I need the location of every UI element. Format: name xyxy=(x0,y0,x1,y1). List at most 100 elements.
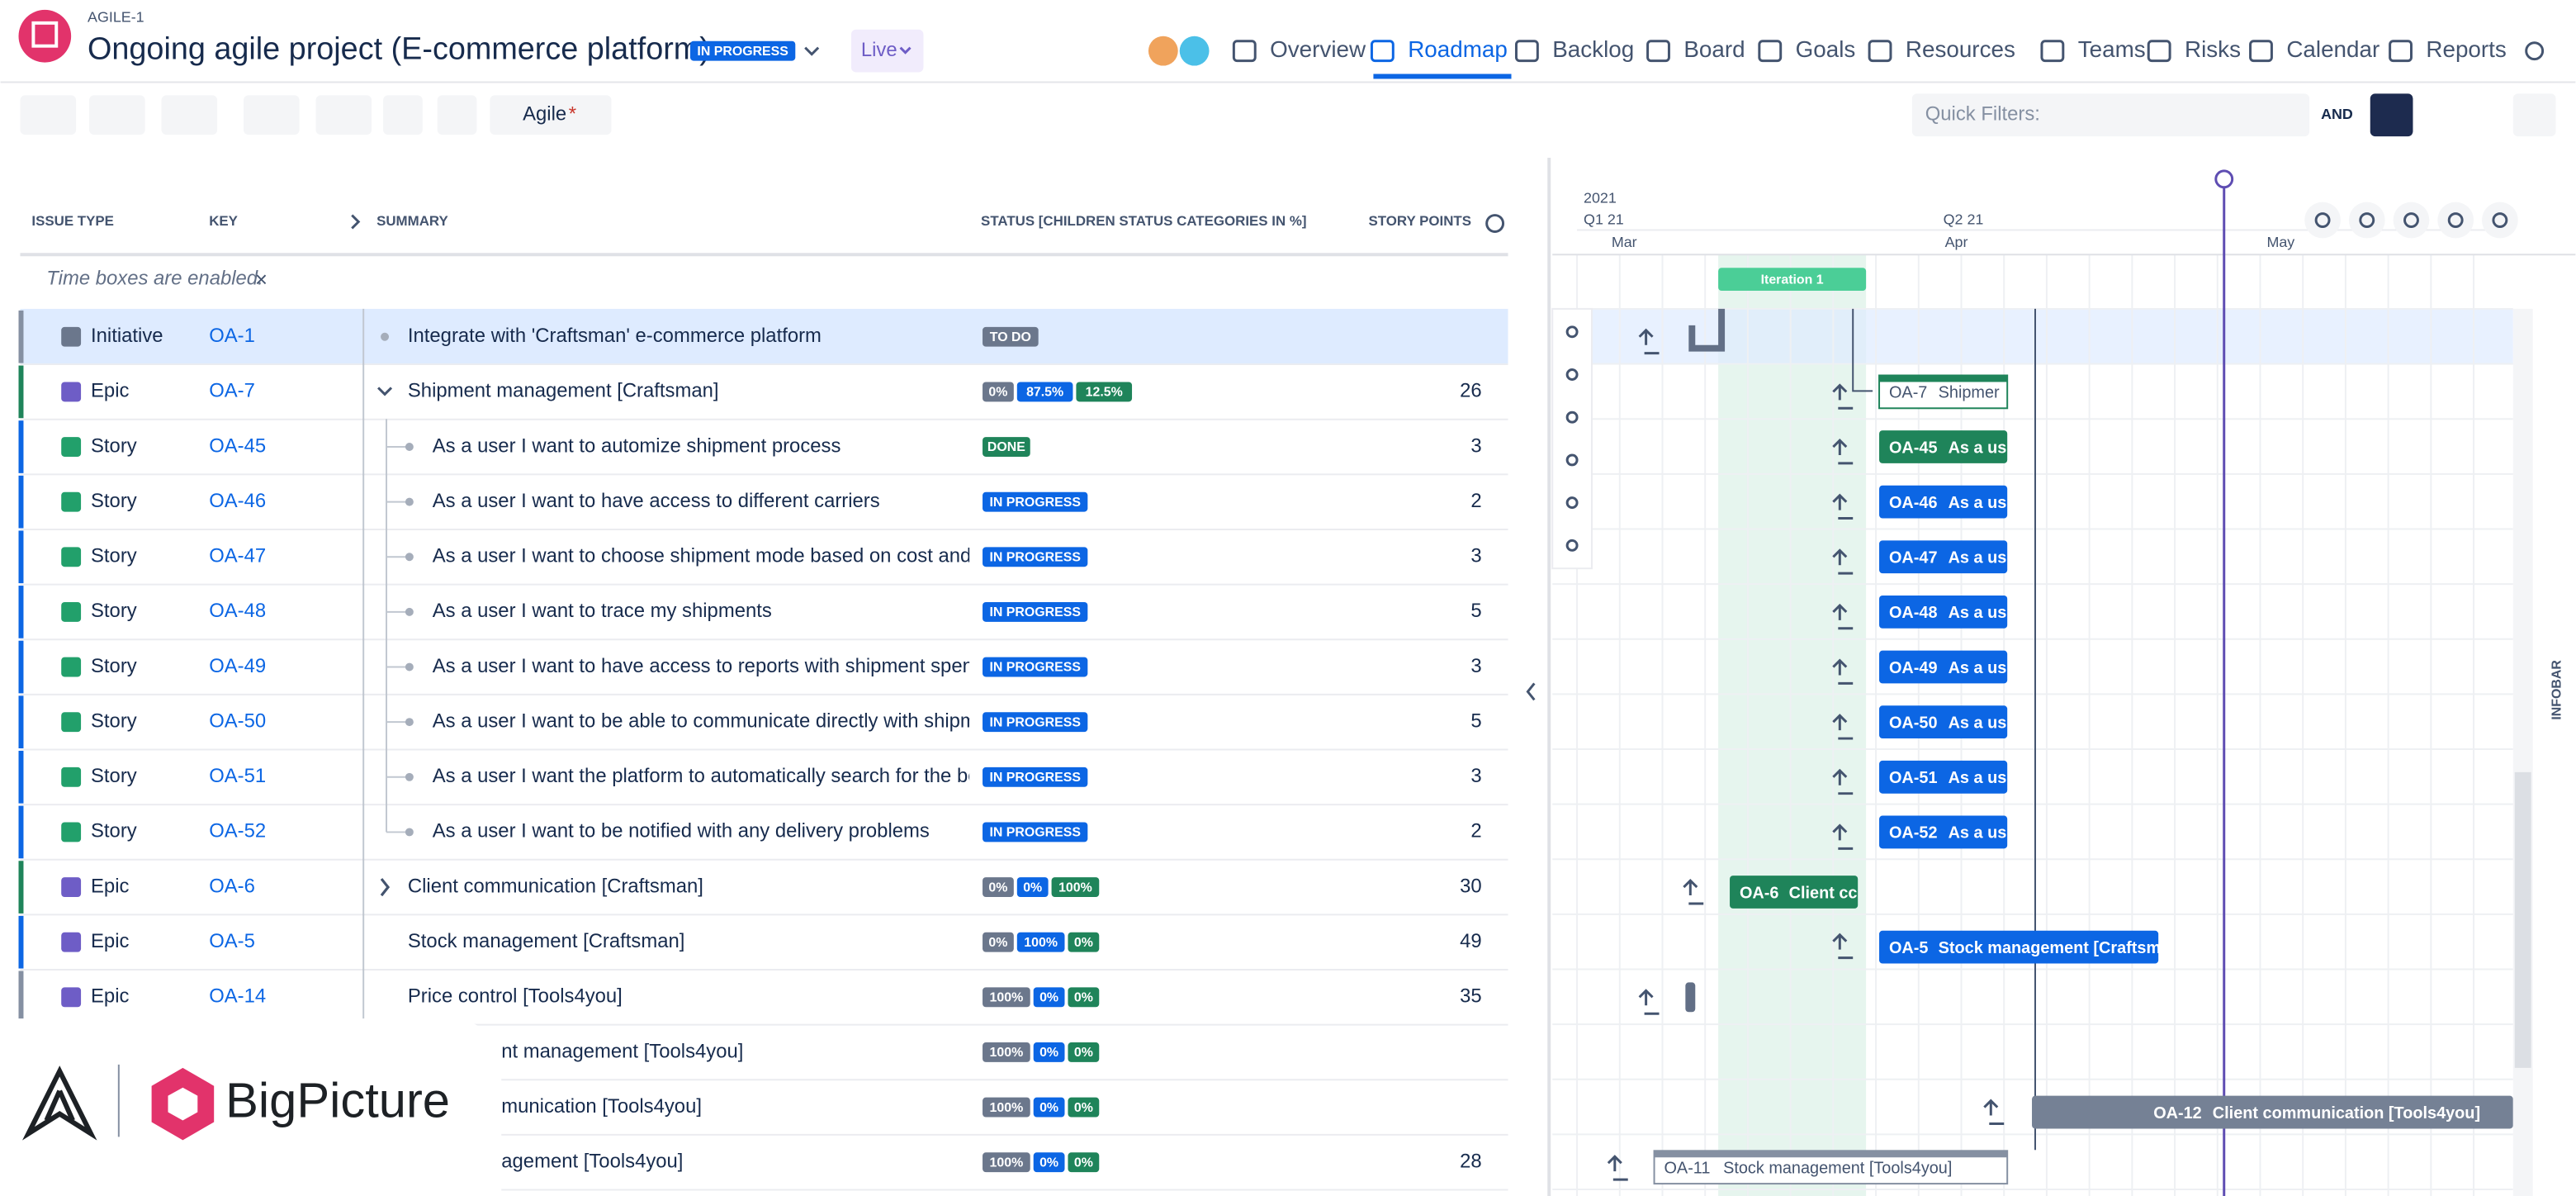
splitter-toggle[interactable] xyxy=(1526,682,1536,701)
nav-icon[interactable] xyxy=(1868,40,1892,63)
nav-icon[interactable] xyxy=(1370,40,1395,63)
move-up-icon[interactable] xyxy=(1983,1099,2005,1125)
table-row[interactable]: Epic OA-5 Stock management [Craftsman] 0% 10… xyxy=(18,878,1508,971)
table-row[interactable]: Story OA-48 As a user I want to trace my s… xyxy=(18,584,1508,641)
side-tool[interactable] xyxy=(1565,539,1579,552)
issue-key[interactable]: OA-52 xyxy=(209,820,266,842)
issue-key[interactable]: OA-6 xyxy=(209,875,255,897)
column-header[interactable]: STORY POINTS xyxy=(1368,213,1471,229)
user-avatar[interactable] xyxy=(1148,36,1178,66)
nav-item[interactable]: Teams xyxy=(2078,36,2146,62)
column-header[interactable]: KEY xyxy=(209,213,238,229)
nav-item[interactable]: Overview xyxy=(1270,36,1366,62)
settings-icon[interactable] xyxy=(2525,41,2545,61)
table-row[interactable]: Story OA-45 As a user I want to automize s… xyxy=(18,419,1508,476)
table-row[interactable]: nt management [Tools4you] 100% 0% 0% xyxy=(20,1024,1508,1081)
column-header[interactable]: SUMMARY xyxy=(376,213,448,229)
nav-icon[interactable] xyxy=(2040,40,2065,63)
issue-key[interactable]: OA-47 xyxy=(209,545,266,567)
and-toggle[interactable]: AND xyxy=(2321,106,2353,122)
column-header[interactable]: ISSUE TYPE xyxy=(31,213,114,229)
issue-key[interactable]: OA-5 xyxy=(209,930,255,952)
gantt-bar[interactable]: OA-11 Stock management [Tools4you] xyxy=(1653,1150,2009,1185)
move-up-icon[interactable] xyxy=(1638,989,1660,1015)
lightning-button[interactable] xyxy=(2370,93,2413,137)
issue-key[interactable]: OA-1 xyxy=(209,325,255,347)
expand-toggle[interactable] xyxy=(377,387,393,396)
table-row[interactable]: Epic OA-7 Shipment management [Craftsman] 0… xyxy=(18,363,1508,420)
gantt-bar[interactable]: OA-51 As a us xyxy=(1879,760,2008,794)
view-selector[interactable] xyxy=(490,95,612,135)
nav-icon[interactable] xyxy=(2389,40,2413,63)
gantt-bar[interactable]: OA-47 As a us xyxy=(1879,540,2008,574)
move-up-icon[interactable] xyxy=(1832,383,1854,410)
gantt-bar[interactable]: OA-46 As a us xyxy=(1879,485,2008,519)
nav-item[interactable]: Resources xyxy=(1906,36,2015,62)
scroll-thumb[interactable] xyxy=(2514,771,2531,1068)
notice-close[interactable]: × xyxy=(255,268,268,292)
search-button[interactable] xyxy=(2464,93,2500,137)
issue-key[interactable]: OA-49 xyxy=(209,655,266,677)
move-up-icon[interactable] xyxy=(1832,768,1854,795)
table-row[interactable]: Story OA-46 As a user I want to have acces… xyxy=(18,473,1508,530)
nav-item[interactable]: Backlog xyxy=(1552,36,1634,62)
issue-key[interactable]: OA-7 xyxy=(209,380,255,402)
gantt-control[interactable] xyxy=(2393,202,2430,239)
issue-key[interactable]: OA-48 xyxy=(209,600,266,622)
export-button[interactable] xyxy=(437,95,477,135)
nav-icon[interactable] xyxy=(1232,40,1257,63)
nav-item[interactable]: Risks xyxy=(2185,36,2241,62)
calendar-button[interactable] xyxy=(2419,93,2456,137)
issue-key[interactable]: OA-46 xyxy=(209,490,266,512)
status-badge[interactable] xyxy=(690,40,796,61)
move-up-icon[interactable] xyxy=(1832,438,1854,465)
iteration-label-box[interactable] xyxy=(1718,268,1867,292)
side-tool[interactable] xyxy=(1565,368,1579,381)
side-tool[interactable] xyxy=(1565,453,1579,467)
move-up-icon[interactable] xyxy=(1638,328,1660,355)
nav-item[interactable]: Roadmap xyxy=(1408,36,1508,62)
table-row[interactable]: Story OA-50 As a user I want to be able to… xyxy=(18,694,1508,751)
columns-button[interactable] xyxy=(243,95,300,135)
side-tool[interactable] xyxy=(1565,411,1579,424)
column-settings[interactable] xyxy=(1485,214,1505,233)
gantt-bar[interactable]: OA-50 As a us xyxy=(1879,705,2008,739)
gantt-control[interactable] xyxy=(2348,202,2385,239)
issue-key[interactable]: OA-51 xyxy=(209,765,266,787)
move-up-icon[interactable] xyxy=(1832,823,1854,850)
user-avatar[interactable] xyxy=(1179,36,1210,66)
nav-icon[interactable] xyxy=(2147,40,2171,63)
infobar[interactable]: INFOBAR xyxy=(2550,660,2564,720)
nav-item[interactable]: Calendar xyxy=(2286,36,2379,62)
issue-key[interactable]: OA-14 xyxy=(209,985,266,1008)
gantt-bar[interactable]: OA-6 Client cc xyxy=(1730,876,1859,909)
gantt-control[interactable] xyxy=(2437,202,2474,239)
gantt-bar[interactable]: OA-12 Client communication [Tools4you] xyxy=(2032,1095,2513,1129)
move-up-icon[interactable] xyxy=(1607,1155,1628,1181)
gantt-bar[interactable]: OA-7 Shipmer xyxy=(1878,374,2009,410)
side-tool[interactable] xyxy=(1565,496,1579,510)
move-up-icon[interactable] xyxy=(1832,714,1854,740)
nav-icon[interactable] xyxy=(2249,40,2273,63)
link-button[interactable] xyxy=(315,95,372,135)
table-row[interactable]: Story OA-49 As a user I want to have acces… xyxy=(18,638,1508,695)
table-row[interactable]: Story OA-51 As a user I want the platform … xyxy=(18,748,1508,806)
table-row[interactable]: Epic OA-6 Client communication [Craftsman]… xyxy=(18,859,1508,916)
table-row[interactable]: Story OA-52 As a user I want to be notifie… xyxy=(18,804,1508,861)
move-up-icon[interactable] xyxy=(1832,548,1854,575)
table-row[interactable]: Story OA-47 As a user I want to choose shi… xyxy=(18,529,1508,586)
move-up-icon[interactable] xyxy=(1832,933,1854,960)
nav-icon[interactable] xyxy=(1646,40,1670,63)
nav-icon[interactable] xyxy=(1758,40,1783,63)
expand-toggle[interactable] xyxy=(380,878,390,896)
nav-item[interactable]: Goals xyxy=(1796,36,1856,62)
folder-button[interactable] xyxy=(89,95,145,135)
gantt-control[interactable] xyxy=(2304,202,2341,239)
collapse-button[interactable] xyxy=(2512,93,2556,137)
gantt-bar[interactable]: OA-49 As a us xyxy=(1879,650,2008,684)
mode-button[interactable] xyxy=(850,29,924,73)
quick-filters[interactable] xyxy=(1911,93,2310,137)
move-up-icon[interactable] xyxy=(1832,603,1854,630)
nav-icon[interactable] xyxy=(1514,40,1539,63)
nav-item[interactable]: Reports xyxy=(2426,36,2506,62)
